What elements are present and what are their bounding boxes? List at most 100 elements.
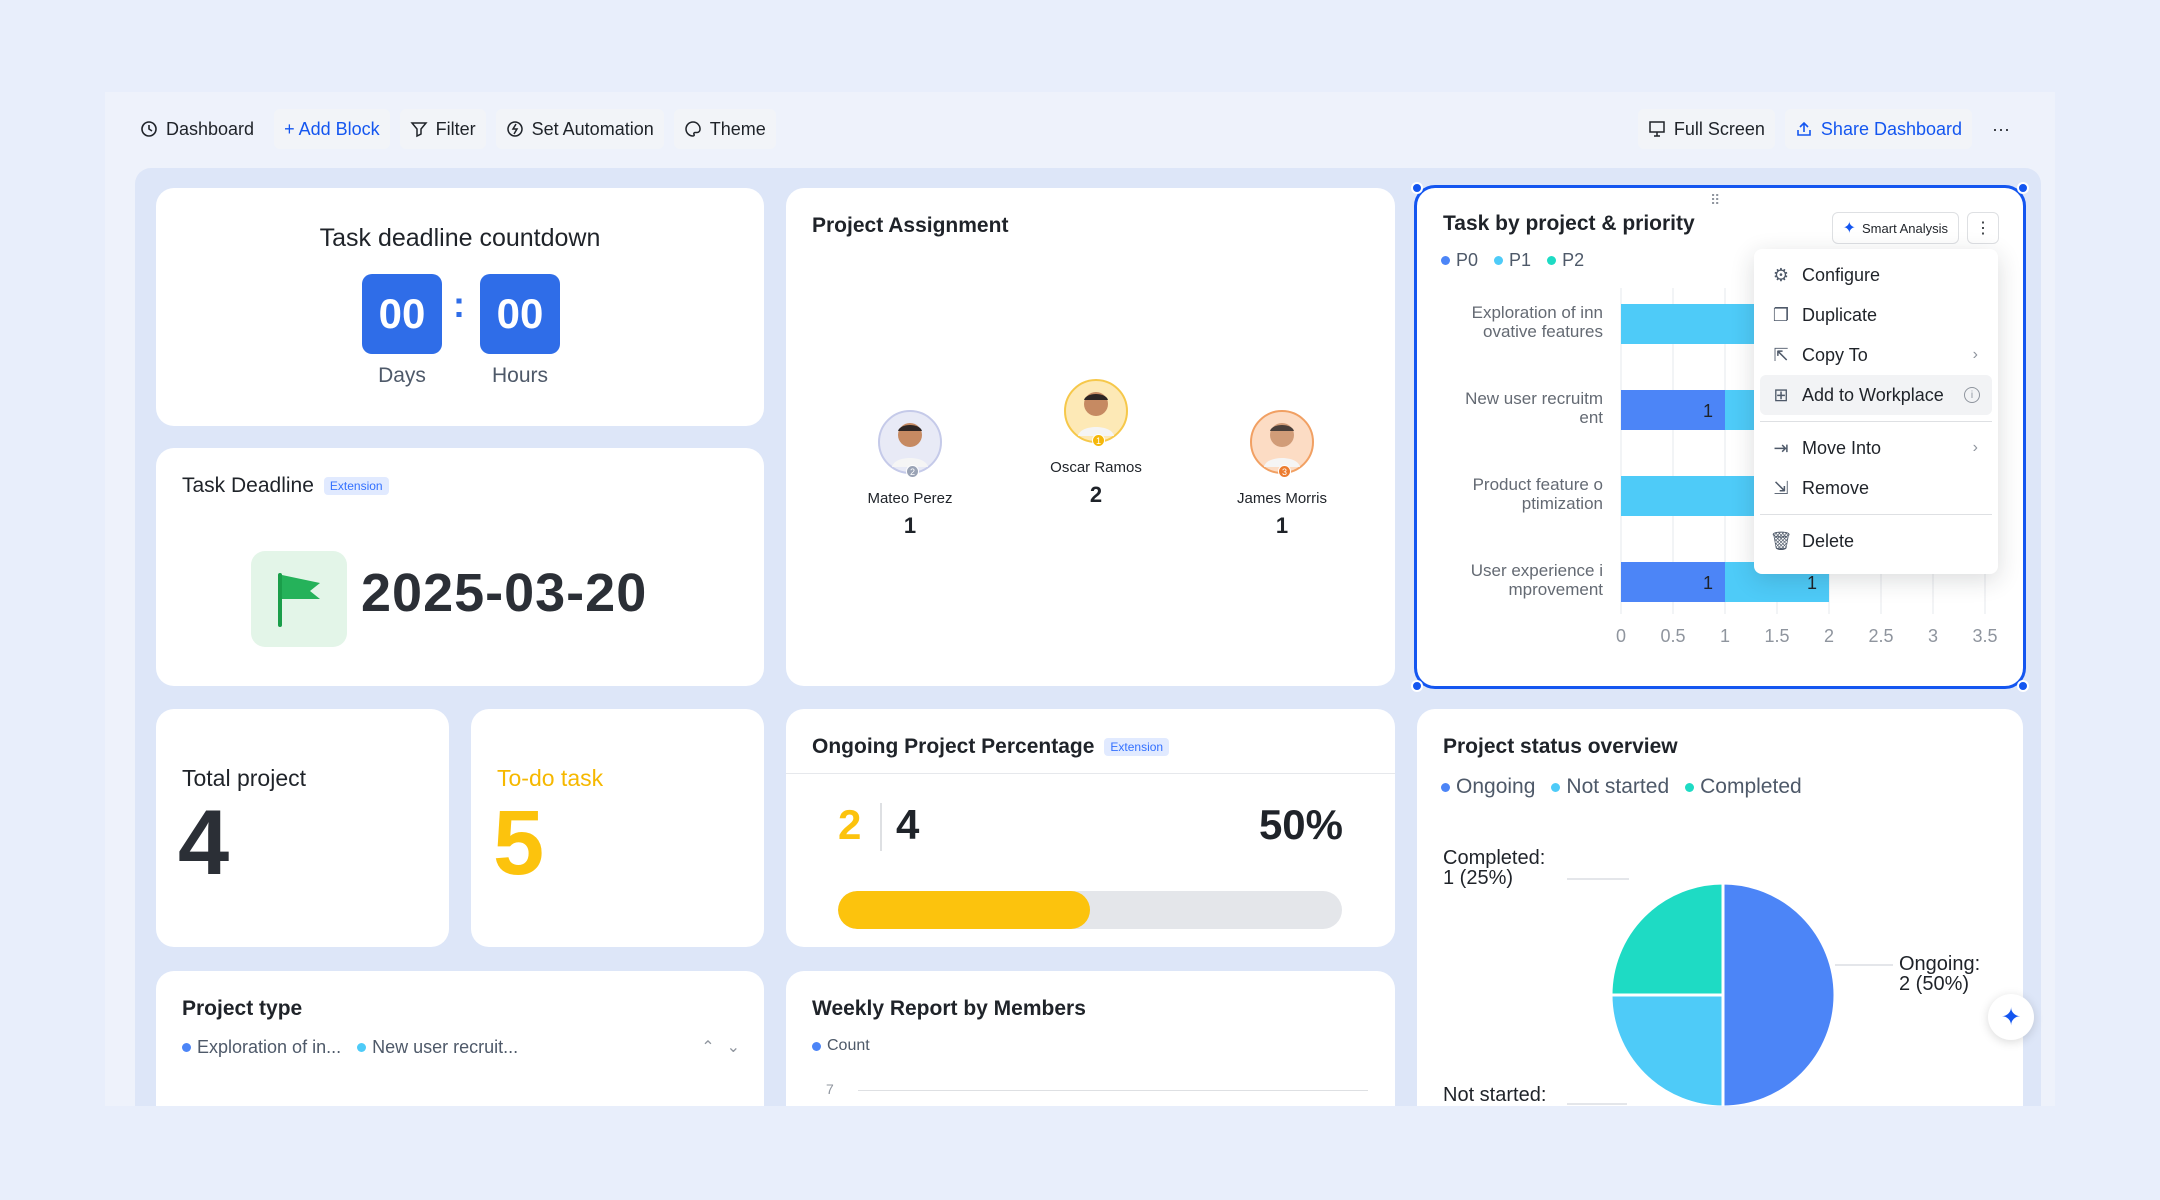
menu-item-remove[interactable]: ⇲ Remove <box>1760 468 1992 508</box>
total-project-card[interactable]: Total project 4 <box>156 709 449 947</box>
full-screen-button[interactable]: Full Screen <box>1637 109 1775 149</box>
legend-item: P0 <box>1441 250 1478 271</box>
pie-slice[interactable] <box>1609 993 1725 1106</box>
gridline <box>858 1090 1368 1091</box>
task-deadline-card[interactable]: Task Deadline Extension 2025-03-20 <box>156 448 764 686</box>
priority-chart-title: Task by project & priority <box>1443 212 1695 235</box>
pie-slice[interactable] <box>1609 881 1725 997</box>
countdown-separator: : <box>453 284 465 325</box>
menu-item-label: Move Into <box>1802 437 1882 458</box>
divider <box>880 803 882 851</box>
chevron-down-icon[interactable]: ⌄ <box>726 1039 740 1056</box>
palette-icon <box>684 121 701 137</box>
info-icon[interactable]: i <box>1964 387 1980 403</box>
project-assignment-card[interactable]: Project Assignment 2 Mateo Perez 1 1 Osc… <box>786 188 1395 686</box>
legend-label: Count <box>827 1037 870 1054</box>
category-label: ovative features <box>1483 322 1603 341</box>
divider <box>786 773 1395 774</box>
legend-label: Exploration of in... <box>197 1037 342 1057</box>
dashboard-label: Dashboard <box>166 118 255 139</box>
menu-item-label: Copy To <box>1802 344 1868 365</box>
todo-task-label: To-do task <box>497 765 604 791</box>
extension-badge: Extension <box>1104 738 1170 757</box>
set-automation-label: Set Automation <box>531 118 654 139</box>
legend-label: New user recruit... <box>372 1037 519 1057</box>
pie-slice[interactable] <box>1721 881 1837 1106</box>
add-block-label: + Add Block <box>284 118 380 139</box>
person-count: 1 <box>903 513 917 538</box>
legend-item: Exploration of in... <box>182 1037 341 1058</box>
menu-item-label: Configure <box>1802 264 1881 285</box>
person-count: 1 <box>1275 513 1289 538</box>
menu-item-configure[interactable]: ⚙ Configure <box>1760 255 1992 295</box>
todo-task-value: 5 <box>493 792 545 894</box>
countdown-card[interactable]: Task deadline countdown 00 : 00 Days Hou… <box>156 188 764 426</box>
resize-handle[interactable] <box>1411 680 1423 692</box>
chevron-right-icon: › <box>1972 439 1978 456</box>
legend-dot <box>1494 256 1504 265</box>
person-oscar[interactable]: 1 Oscar Ramos 2 <box>1016 379 1176 508</box>
person-mateo[interactable]: 2 Mateo Perez 1 <box>830 410 990 539</box>
x-tick-label: 2 <box>1824 626 1834 646</box>
legend-dot <box>182 1043 191 1052</box>
x-tick-label: 3 <box>1928 626 1938 646</box>
days-label: Days <box>378 364 426 387</box>
legend-item: Count <box>812 1037 870 1055</box>
legend-item: Not started <box>1551 775 1669 799</box>
menu-item-move-into[interactable]: ⇥ Move Into › <box>1760 428 1992 468</box>
person-count: 2 <box>1089 482 1103 507</box>
legend-label: Completed <box>1700 775 1802 798</box>
legend-dot <box>1441 256 1450 265</box>
menu-item-delete[interactable]: 🗑 Delete <box>1760 521 1992 561</box>
todo-task-card[interactable]: To-do task 5 <box>471 709 764 947</box>
category-label: ptimization <box>1522 494 1603 513</box>
share-icon <box>1797 121 1811 136</box>
person-james[interactable]: 3 James Morris 1 <box>1202 410 1362 539</box>
weekly-legend: Count <box>812 1037 870 1055</box>
drag-handle-icon[interactable]: ⠿ <box>1710 192 1722 208</box>
task-deadline-title-text: Task Deadline <box>182 474 314 497</box>
legend-label: Ongoing <box>1456 775 1536 798</box>
menu-item-add-to-workplace[interactable]: ⊞ Add to Workplace i <box>1760 375 1992 415</box>
resize-handle[interactable] <box>1411 182 1423 194</box>
menu-item-copy-to[interactable]: ⇱ Copy To › <box>1760 335 1992 375</box>
person-name: James Morris <box>1236 490 1327 507</box>
bar-data-label: 1 <box>1807 573 1817 593</box>
copy-to-icon: ⇱ <box>1773 344 1789 365</box>
x-tick-label: 0.5 <box>1660 626 1685 646</box>
weekly-report-card[interactable]: Weekly Report by Members Count 7 <box>786 971 1395 1106</box>
menu-item-duplicate[interactable]: ❐ Duplicate <box>1760 295 1992 335</box>
more-options-button[interactable]: ··· <box>1982 109 2020 149</box>
progress-fill <box>838 891 1090 929</box>
share-dashboard-label: Share Dashboard <box>1820 118 1963 139</box>
bar-segment[interactable] <box>1621 390 1725 430</box>
chevron-up-icon[interactable]: ⌃ <box>701 1039 715 1056</box>
legend-pager: ⌃ ⌄ <box>701 1037 740 1057</box>
chevron-right-icon: › <box>1972 346 1978 363</box>
project-type-legend: Exploration of in... New user recruit... <box>182 1037 518 1058</box>
filter-button[interactable]: Filter <box>399 109 486 149</box>
bar-segment[interactable] <box>1621 562 1725 602</box>
project-assignment-title: Project Assignment <box>812 214 1009 237</box>
move-into-icon: ⇥ <box>1773 437 1789 458</box>
ongoing-percentage-card[interactable]: Ongoing Project Percentage Extension 2 4 … <box>786 709 1395 947</box>
status-overview-card[interactable]: Project status overview Ongoing Not star… <box>1417 709 2023 1106</box>
legend-item: P2 <box>1547 250 1584 271</box>
theme-button[interactable]: Theme <box>673 109 776 149</box>
legend-item: Completed <box>1685 775 1802 799</box>
set-automation-button[interactable]: Set Automation <box>495 109 664 149</box>
smart-analysis-button[interactable]: ✦ Smart Analysis <box>1831 212 1959 244</box>
status-pie-chart: Ongoing:2 (50%)Not started:1 (25%)Comple… <box>1443 847 1980 1106</box>
project-type-card[interactable]: Project type Exploration of in... New us… <box>156 971 764 1106</box>
legend-label: Not started <box>1566 775 1670 798</box>
share-dashboard-button[interactable]: Share Dashboard <box>1784 109 1973 149</box>
add-block-button[interactable]: + Add Block <box>274 109 390 149</box>
dashboard-button[interactable]: Dashboard <box>130 109 264 149</box>
resize-handle[interactable] <box>2017 680 2029 692</box>
extension-badge: Extension <box>323 477 389 496</box>
legend-dot <box>1441 782 1450 792</box>
legend-dot <box>1547 256 1557 265</box>
ai-assistant-button[interactable]: ✦ <box>1988 994 2034 1040</box>
resize-handle[interactable] <box>2017 182 2029 194</box>
chart-more-button[interactable]: ⋮ <box>1967 212 1999 244</box>
